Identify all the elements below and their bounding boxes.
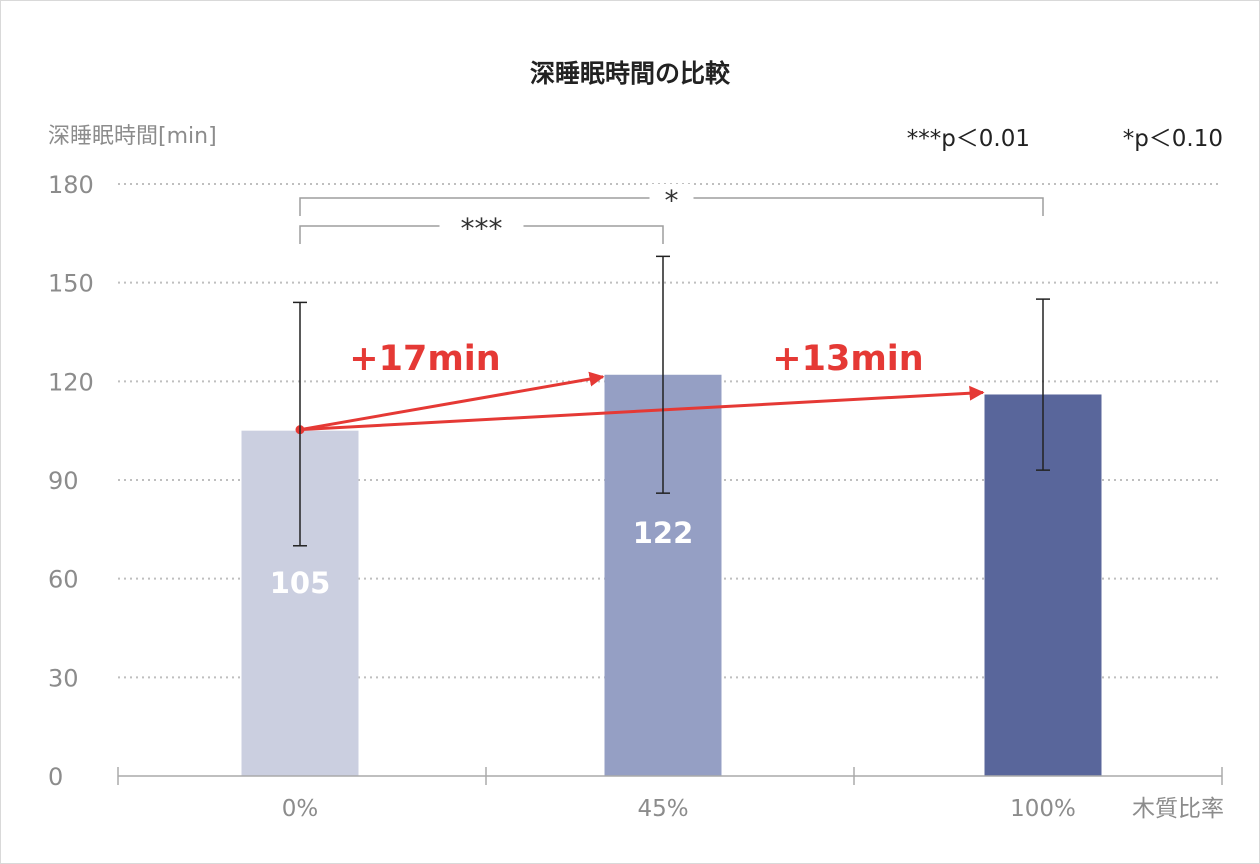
significance-label-1: *** <box>461 212 503 245</box>
y-axis-ticks: 0 30 60 90 120 150 180 <box>48 171 94 791</box>
x-tick-label-2: 100% <box>1010 796 1076 822</box>
legend-significance-010: *p＜0.10 <box>1123 126 1223 152</box>
y-tick-label-0: 0 <box>48 763 63 791</box>
y-tick-label-30: 30 <box>48 664 79 692</box>
bar-value-label-1: 122 <box>633 516 694 550</box>
significance-label-0: * <box>665 184 679 217</box>
difference-arrows: +17min +13min <box>295 339 985 435</box>
bar-value-labels: 105 122 <box>270 516 694 600</box>
difference-arrow-0 <box>299 371 605 432</box>
difference-label-1: +13min <box>772 339 923 379</box>
significance-brackets: **** <box>299 184 1044 245</box>
y-tick-label-60: 60 <box>48 566 79 594</box>
difference-arrow-1 <box>299 385 985 432</box>
y-axis-label: 深睡眠時間[min] <box>48 124 217 149</box>
y-tick-label-180: 180 <box>48 171 94 199</box>
legend-significance-001: ***p＜0.01 <box>907 126 1030 152</box>
bar-value-label-0: 105 <box>270 566 331 600</box>
bars <box>241 374 1102 776</box>
significance-label-bg-0 <box>649 184 694 212</box>
x-tick-label-0: 0% <box>282 796 319 822</box>
chart-title: 深睡眠時間の比較 <box>530 59 731 88</box>
y-tick-label-120: 120 <box>48 368 94 396</box>
y-tick-label-150: 150 <box>48 270 94 298</box>
x-axis-label: 木質比率 <box>1132 796 1224 822</box>
x-axis: 0% 45% 100% <box>117 767 1223 822</box>
difference-label-0: +17min <box>349 339 500 379</box>
x-tick-label-1: 45% <box>637 796 688 822</box>
error-bars <box>293 255 1050 547</box>
significance-label-bg-1 <box>439 212 524 240</box>
y-tick-label-90: 90 <box>48 467 79 495</box>
